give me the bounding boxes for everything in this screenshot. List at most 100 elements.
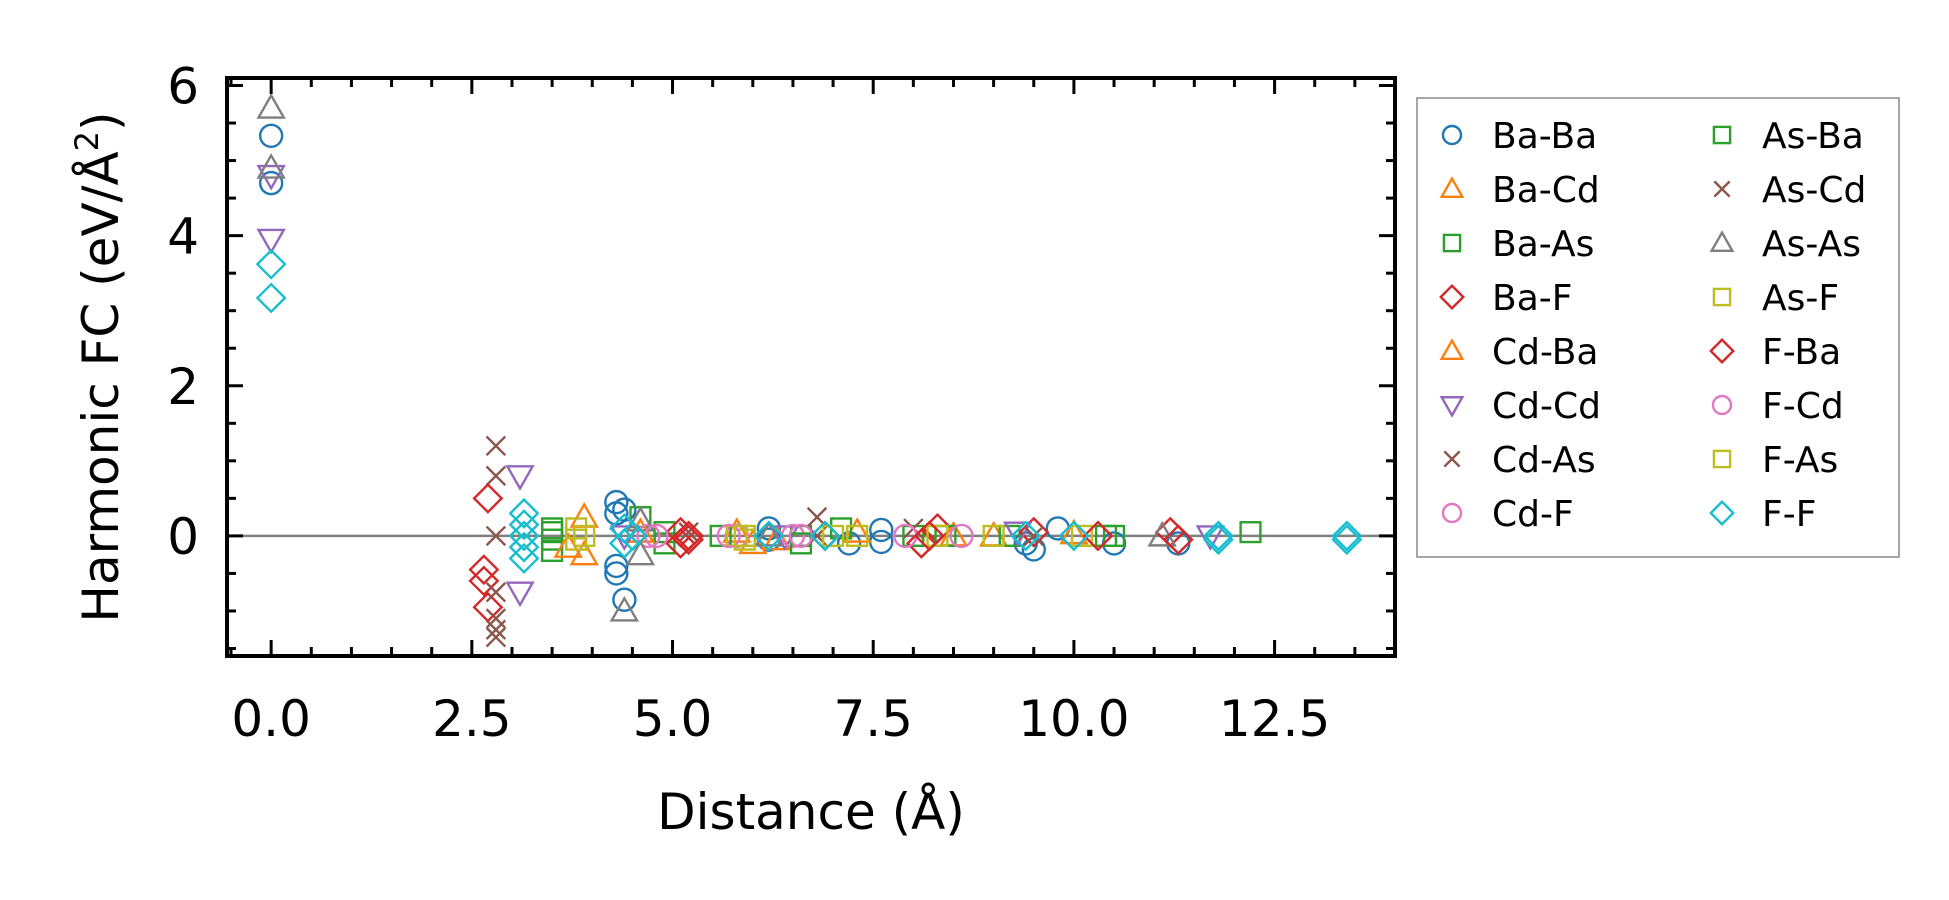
data-point-ba-as bbox=[902, 524, 925, 547]
axis-ticks: 0.0 2.5 5.0 7.5 10.0 12.5 0 2 4 6 bbox=[167, 58, 1397, 748]
data-point-ba-cd bbox=[569, 502, 599, 528]
data-point-f-f bbox=[616, 520, 648, 552]
legend-label-ba-as: Ba-As bbox=[1492, 224, 1594, 265]
legend-label-f-ba: F-Ba bbox=[1762, 332, 1841, 373]
data-point-ba-ba bbox=[258, 170, 284, 196]
data-point-cd-cd bbox=[1002, 521, 1033, 548]
data-point-cd-as bbox=[485, 525, 507, 547]
data-point-as-cd bbox=[678, 521, 699, 543]
data-point-f-f bbox=[1010, 520, 1042, 552]
legend-label-cd-cd: Cd-Cd bbox=[1492, 386, 1601, 427]
data-point-ba-ba bbox=[604, 561, 629, 586]
data-point-f-f bbox=[1331, 524, 1363, 556]
x-tick-label: 0.0 bbox=[231, 690, 311, 748]
data-point-f-as bbox=[573, 524, 596, 547]
y-axis-title-main: Harmonic FC (eV/Å bbox=[72, 151, 130, 622]
data-point-cd-as bbox=[485, 465, 507, 487]
data-point-cd-f bbox=[636, 523, 661, 549]
legend-marker-as-ba bbox=[1712, 125, 1732, 145]
data-point-ba-as bbox=[653, 532, 676, 555]
data-point-f-as bbox=[846, 524, 869, 547]
data-point-f-f bbox=[809, 520, 841, 552]
data-point-f-cd bbox=[716, 523, 741, 549]
x-tick-label: 5.0 bbox=[633, 690, 713, 748]
data-point-f-ba bbox=[472, 482, 504, 514]
data-point-f-f bbox=[1058, 520, 1090, 552]
y-tick-label: 4 bbox=[167, 208, 199, 266]
data-point-f-ba bbox=[913, 520, 945, 552]
data-point-as-ba bbox=[541, 517, 564, 540]
data-point-ba-f bbox=[665, 527, 697, 559]
data-point-as-as bbox=[625, 539, 656, 566]
data-point-f-f bbox=[753, 520, 785, 552]
plot-frame bbox=[225, 76, 1397, 658]
x-tick-label: 2.5 bbox=[432, 690, 512, 748]
data-point-cd-cd bbox=[256, 228, 286, 255]
data-point-ba-ba bbox=[869, 517, 894, 543]
data-point-ba-ba bbox=[612, 497, 637, 522]
y-tick-label: 6 bbox=[167, 58, 199, 116]
data-point-f-f bbox=[508, 497, 540, 529]
data-point-f-cd bbox=[949, 523, 974, 549]
data-point-as-as bbox=[609, 595, 640, 622]
legend-marker-as-f bbox=[1712, 287, 1732, 307]
data-point-f-ba bbox=[1162, 524, 1194, 556]
data-point-f-ba bbox=[673, 520, 705, 552]
data-point-ba-f bbox=[468, 554, 500, 586]
data-point-f-f bbox=[508, 509, 540, 541]
data-point-as-ba bbox=[1094, 524, 1118, 547]
data-point-f-f bbox=[608, 527, 640, 559]
data-point-as-ba bbox=[709, 524, 732, 547]
legend-marker-f-cd bbox=[1711, 394, 1733, 416]
data-point-f-as bbox=[982, 524, 1005, 547]
legend-label-ba-f: Ba-F bbox=[1492, 278, 1572, 319]
data-point-cd-as bbox=[485, 627, 507, 648]
data-point-ba-f bbox=[905, 527, 937, 559]
legend-label-as-cd: As-Cd bbox=[1762, 170, 1866, 211]
data-point-ba-as bbox=[541, 539, 564, 563]
data-point-f-f bbox=[255, 282, 287, 314]
legend: Ba-Ba Ba-Cd Ba-As Ba-F Cd-Ba Cd-Cd Cd-As Cd-F As… bbox=[1416, 97, 1900, 558]
y-tick-label: 2 bbox=[167, 358, 199, 416]
legend-marker-cd-cd bbox=[1439, 396, 1465, 418]
legend-marker-f-f bbox=[1709, 500, 1735, 526]
legend-marker-ba-cd bbox=[1439, 176, 1465, 198]
legend-label-f-cd: F-Cd bbox=[1762, 386, 1844, 427]
data-point-ba-ba bbox=[604, 489, 629, 515]
data-point-f-f bbox=[508, 520, 540, 552]
data-point-as-f bbox=[565, 528, 588, 551]
legend-marker-ba-f bbox=[1439, 284, 1465, 310]
legend-marker-f-ba bbox=[1709, 338, 1735, 364]
data-point-as-cd bbox=[1023, 525, 1044, 547]
data-point-ba-as bbox=[541, 528, 564, 551]
legend-marker-cd-as bbox=[1443, 450, 1461, 468]
data-point-f-f bbox=[508, 542, 540, 574]
legend-marker-cd-f bbox=[1441, 502, 1463, 524]
data-point-ba-ba bbox=[1021, 537, 1046, 562]
data-point-ba-cd bbox=[1059, 518, 1089, 545]
data-point-f-f bbox=[255, 248, 287, 280]
data-point-ba-ba bbox=[258, 123, 284, 149]
data-point-ba-as bbox=[998, 524, 1021, 547]
y-axis-title: Harmonic FC (eV/Å2) bbox=[68, 111, 130, 622]
data-point-as-f bbox=[926, 524, 949, 547]
data-point-ba-ba bbox=[612, 587, 637, 612]
data-point-cd-as bbox=[485, 435, 507, 457]
data-point-ba-f bbox=[468, 565, 500, 597]
y-axis-title-superscript: 2 bbox=[68, 131, 106, 151]
data-point-cd-as bbox=[485, 581, 507, 603]
data-point-cd-cd bbox=[1195, 525, 1226, 551]
legend-marker-ba-ba bbox=[1441, 124, 1463, 146]
legend-label-as-f: As-F bbox=[1762, 278, 1839, 319]
legend-label-ba-cd: Ba-Cd bbox=[1492, 170, 1600, 211]
data-point-as-ba bbox=[1239, 521, 1262, 544]
data-point-cd-cd bbox=[505, 581, 535, 608]
data-point-f-ba bbox=[673, 524, 705, 556]
legend-label-as-ba: As-Ba bbox=[1762, 116, 1864, 157]
data-point-f-f bbox=[1202, 524, 1234, 556]
legend-label-cd-as: Cd-As bbox=[1492, 440, 1596, 481]
data-point-as-as bbox=[754, 520, 784, 547]
y-axis-title-close: ) bbox=[72, 111, 130, 131]
legend-label-f-f: F-F bbox=[1762, 494, 1816, 535]
